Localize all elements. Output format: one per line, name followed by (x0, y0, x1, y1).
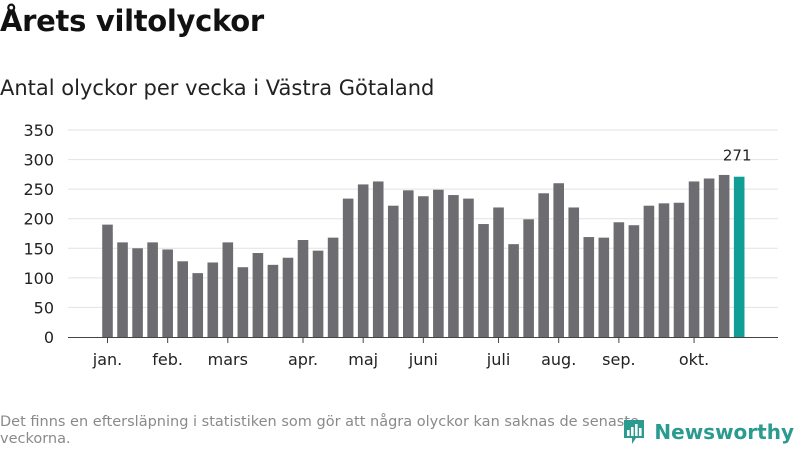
bar (703, 178, 715, 337)
bar (688, 181, 700, 337)
y-tick-label: 50 (34, 298, 54, 317)
bar (387, 205, 399, 337)
brand-name: Newsworthy (654, 420, 794, 444)
x-tick-label: apr. (288, 350, 318, 369)
x-tick-label: feb. (152, 350, 183, 369)
bar (372, 181, 384, 337)
bar (478, 224, 489, 337)
bar (568, 207, 580, 337)
brand-logo: Newsworthy (622, 418, 794, 446)
bar-highlight (733, 176, 745, 337)
bar (297, 240, 309, 337)
chart-title: Årets viltolyckor (0, 4, 264, 38)
x-tick-label: mars (208, 350, 248, 369)
bar (177, 261, 188, 337)
bar (538, 193, 549, 337)
x-tick-label: jan. (92, 350, 122, 369)
x-tick-label: juli (486, 350, 510, 369)
bar (598, 237, 610, 337)
x-tick-label: maj (348, 350, 378, 369)
bar (508, 244, 519, 337)
bar (222, 242, 234, 337)
bar (718, 174, 730, 337)
data-label-last: 271 (723, 147, 752, 165)
bar (613, 222, 625, 337)
y-tick-label: 250 (23, 180, 54, 199)
bar (162, 249, 173, 337)
bar (403, 190, 414, 337)
bar (327, 237, 339, 337)
bar-chart-logo-icon (624, 420, 645, 444)
bar (207, 262, 219, 337)
bar (117, 242, 128, 337)
x-tick-label: aug. (541, 350, 576, 369)
y-tick-label: 0 (44, 328, 54, 347)
bar (282, 257, 294, 337)
bar (553, 183, 564, 337)
bar (418, 196, 429, 337)
bar (463, 198, 474, 337)
x-tick-label: juni (408, 350, 438, 369)
bar (583, 237, 595, 337)
y-tick-label: 200 (23, 210, 54, 229)
bar (312, 250, 324, 337)
bar (102, 224, 113, 337)
bar (523, 219, 534, 337)
bar (673, 202, 685, 337)
bar (132, 248, 143, 337)
bar (192, 273, 204, 337)
footnote: Det finns en eftersläpning i statistiken… (0, 414, 639, 447)
bar (448, 195, 459, 337)
bar (433, 189, 444, 337)
bar (658, 203, 670, 337)
chart-subtitle: Antal olyckor per vecka i Västra Götalan… (0, 76, 435, 100)
y-tick-label: 150 (23, 239, 54, 258)
y-tick-label: 100 (23, 269, 54, 288)
bar-chart: 0 50 100 150 200 250 300 350 271 jan. feb. mars apr.… (23, 121, 778, 369)
bar (252, 253, 264, 337)
bar (628, 225, 640, 337)
bar (493, 207, 504, 337)
x-tick-label: okt. (679, 350, 709, 369)
y-tick-label: 350 (23, 121, 54, 140)
bar (237, 267, 249, 337)
bar (643, 205, 655, 337)
bar (342, 198, 354, 337)
x-tick-label: sep. (602, 350, 635, 369)
bar (267, 264, 279, 337)
bar (147, 242, 158, 337)
y-tick-label: 300 (23, 151, 54, 170)
bar (357, 184, 369, 337)
